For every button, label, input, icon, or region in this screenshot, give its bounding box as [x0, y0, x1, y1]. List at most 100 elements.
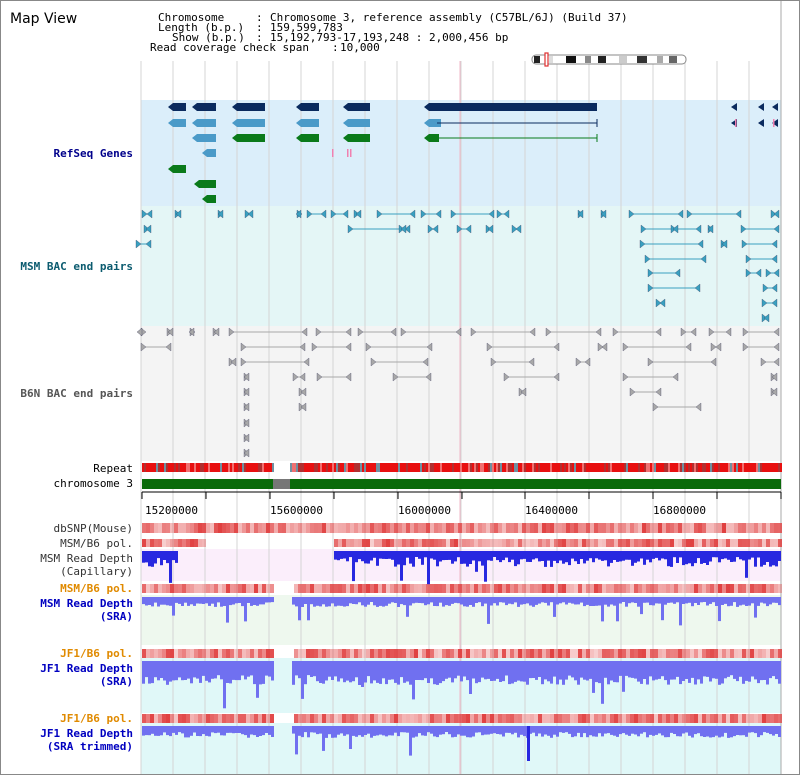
gene-strand-arrow — [168, 103, 173, 111]
repeat-segment — [356, 463, 358, 472]
polymorphism-cell — [550, 714, 554, 723]
read-depth-bar — [466, 726, 469, 738]
track-label-msm-b6-pol-2[interactable]: MSM/B6 pol. — [60, 582, 133, 595]
track-label-msm-b6-pol-1[interactable]: MSM/B6 pol. — [60, 537, 133, 550]
track-label-refseq[interactable]: RefSeq Genes — [53, 147, 133, 160]
read-depth-bar — [604, 551, 607, 561]
read-depth-bar — [364, 551, 367, 564]
gene-strand-arrow — [192, 103, 197, 111]
repeat-segment — [416, 463, 418, 472]
b6n-bac-end — [311, 342, 318, 352]
polymorphism-cell — [750, 584, 754, 593]
track-label-b6n-bac[interactable]: B6N BAC end pairs — [20, 387, 133, 400]
read-depth-bar — [211, 597, 214, 604]
polymorphism-cell — [298, 649, 302, 658]
polymorphism-cell — [262, 649, 266, 658]
read-depth-bar — [583, 661, 586, 680]
polymorphism-cell — [602, 539, 606, 547]
polymorphism-cell — [478, 649, 482, 658]
polymorphism-cell — [382, 714, 386, 723]
repeat-segment — [490, 463, 492, 472]
read-depth-bar — [361, 726, 364, 737]
polymorphism-cell — [658, 539, 662, 547]
polymorphism-cell — [566, 714, 570, 723]
read-depth-bar — [346, 551, 349, 562]
read-depth-bar — [271, 597, 274, 603]
polymorphism-cell — [562, 584, 566, 593]
read-depth-bar — [589, 661, 592, 679]
repeat-segment — [162, 463, 164, 472]
read-depth-bar — [241, 661, 244, 676]
msm-bac-end — [770, 209, 777, 219]
track-label-jf1-depth-trim-1[interactable]: JF1 Read Depth — [40, 727, 133, 740]
polymorphism-cell — [454, 584, 458, 593]
polymorphism-cell — [390, 649, 394, 658]
read-depth-bar — [346, 661, 349, 681]
track-label-jf1-depth-sra-1[interactable]: JF1 Read Depth — [40, 662, 133, 675]
polymorphism-cell — [146, 539, 150, 547]
track-label-msm-depth-cap-1[interactable]: MSM Read Depth — [40, 552, 133, 565]
polymorphism-cell — [486, 539, 490, 547]
read-depth-bar — [574, 661, 577, 681]
polymorphism-cell — [422, 523, 426, 533]
polymorphism-cell — [734, 523, 738, 533]
read-depth-bar — [334, 551, 337, 560]
polymorphism-cell — [514, 539, 518, 547]
repeat-segment — [652, 463, 654, 472]
read-depth-bar — [775, 726, 778, 734]
track-label-chromosome[interactable]: chromosome 3 — [53, 477, 133, 490]
polymorphism-cell — [230, 649, 234, 658]
read-depth-bar — [772, 661, 775, 677]
polymorphism-cell — [530, 523, 534, 533]
track-label-dbsnp[interactable]: dbSNP(Mouse) — [53, 522, 133, 535]
polymorphism-cell — [378, 523, 382, 533]
read-depth-bar — [448, 551, 451, 560]
polymorphism-cell — [318, 584, 322, 593]
read-depth-bar — [766, 597, 769, 607]
polymorphism-cell — [722, 649, 726, 658]
polymorphism-cell — [362, 523, 366, 533]
polymorphism-cell — [154, 714, 158, 723]
read-depth-bar — [673, 597, 676, 604]
track-label-msm-bac[interactable]: MSM BAC end pairs — [20, 260, 133, 273]
repeat-segment — [626, 463, 628, 472]
read-depth-bar — [553, 551, 556, 561]
repeat-segment — [206, 463, 208, 472]
read-depth-bar — [670, 661, 673, 680]
polymorphism-cell — [206, 714, 210, 723]
msm-bac-end — [686, 209, 693, 219]
polymorphism-cell — [462, 584, 466, 593]
coverage-value: 10,000 — [340, 41, 380, 54]
read-depth-bar — [721, 551, 724, 560]
polymorphism-cell — [310, 714, 314, 723]
polymorphism-cell — [226, 714, 230, 723]
read-depth-bar — [460, 661, 463, 682]
gene-feature — [301, 119, 319, 127]
polymorphism-cell — [214, 714, 218, 723]
polymorphism-cell — [706, 584, 710, 593]
polymorphism-cell — [182, 714, 186, 723]
repeat-segment — [314, 463, 316, 472]
read-depth-bar — [733, 597, 736, 603]
polymorphism-cell — [502, 523, 506, 533]
read-depth-bar — [544, 597, 547, 603]
track-label-jf1-b6-pol-1[interactable]: JF1/B6 pol. — [60, 647, 133, 660]
polymorphism-cell — [778, 649, 782, 658]
b6n-bac-end — [230, 357, 237, 367]
repeat-segment — [692, 463, 694, 472]
repeat-segment — [146, 463, 148, 472]
read-depth-bar — [517, 597, 520, 607]
track-label-jf1-b6-pol-2[interactable]: JF1/B6 pol. — [60, 712, 133, 725]
read-depth-bar — [667, 726, 670, 738]
read-depth-bar — [670, 726, 673, 733]
repeat-segment — [502, 463, 504, 472]
polymorphism-cell — [522, 649, 526, 658]
read-depth-bar — [574, 597, 577, 605]
msm-bac-end — [145, 239, 152, 249]
track-label-msm-depth-sra-1[interactable]: MSM Read Depth — [40, 597, 133, 610]
polymorphism-cell — [486, 584, 490, 593]
track-label-repeat[interactable]: Repeat — [93, 462, 133, 475]
read-depth-bar — [310, 661, 313, 677]
